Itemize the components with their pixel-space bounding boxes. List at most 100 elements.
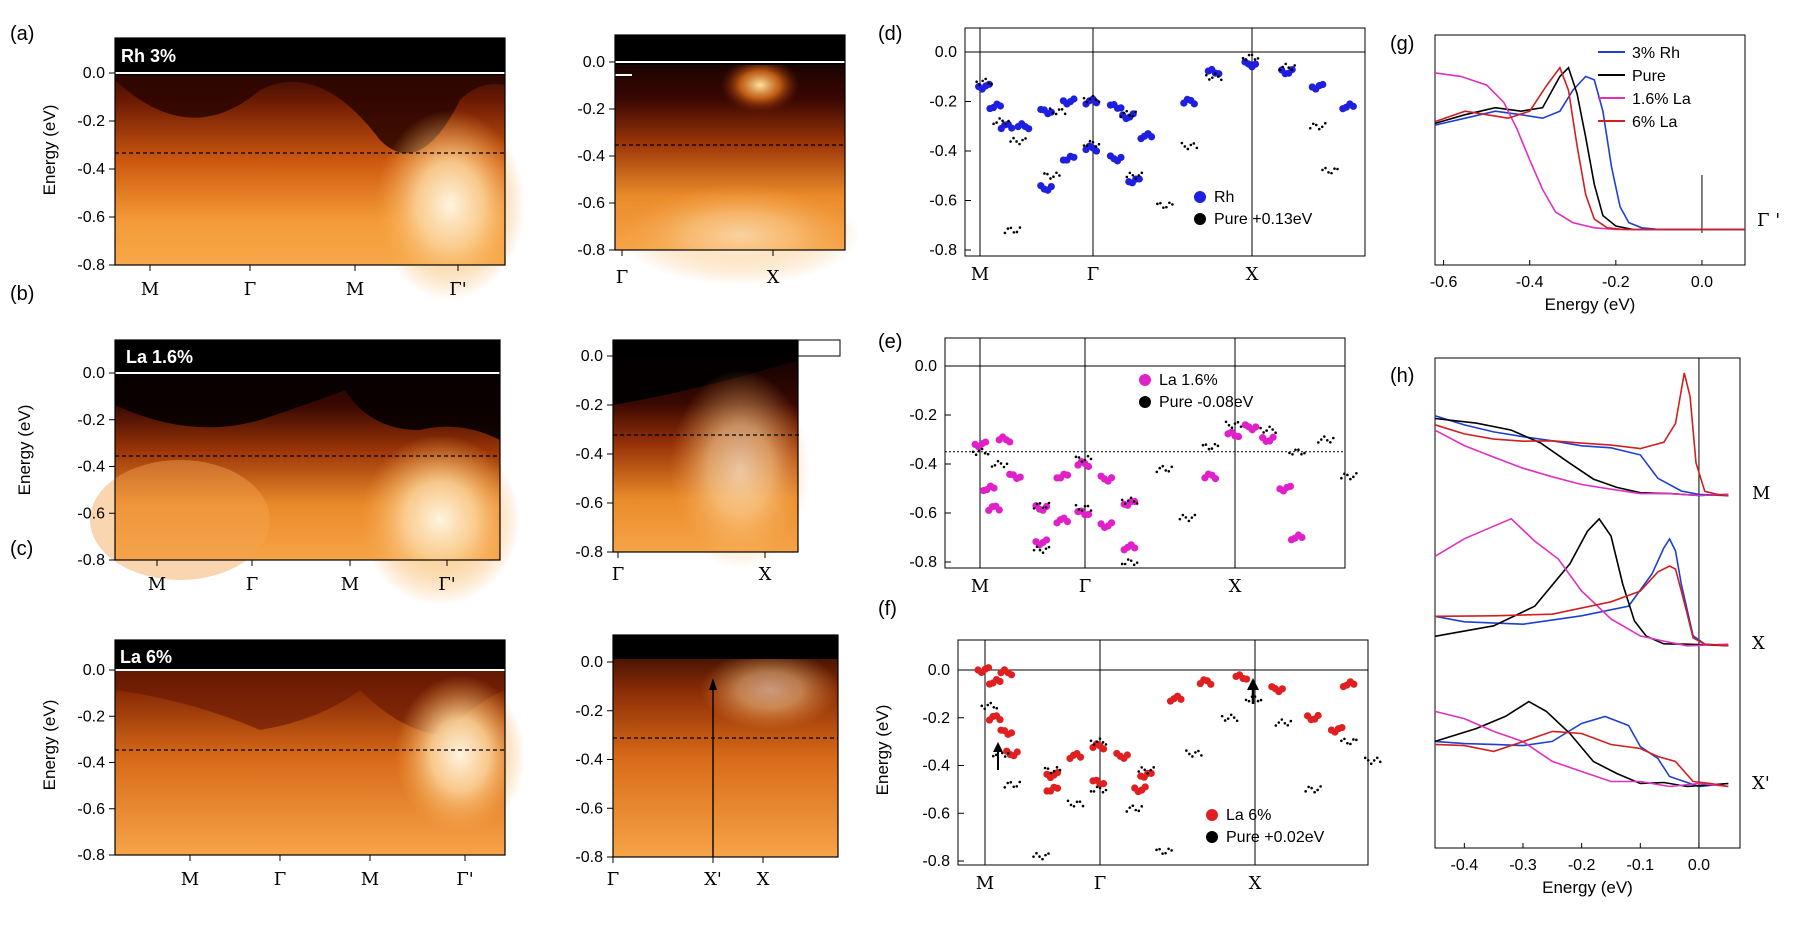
- data-point-e-main: [1211, 475, 1220, 483]
- data-point-d-pure: [1247, 53, 1251, 57]
- data-point-f-pure: [1044, 853, 1047, 857]
- data-point-e-pure: [1080, 460, 1084, 464]
- data-point-f-pure: [1152, 766, 1155, 769]
- data-point-d-pure: [998, 117, 1001, 120]
- data-point-f-pure: [1188, 752, 1191, 756]
- data-point-d-pure: [1180, 141, 1184, 145]
- data-point-f-pure: [1125, 810, 1129, 813]
- xtick-label-c-right: Γ: [607, 869, 620, 890]
- data-point-f-pure: [1191, 755, 1194, 758]
- data-point-d-pure: [1094, 98, 1098, 102]
- data-point-d-pure: [1336, 167, 1339, 171]
- banner-a: [115, 38, 505, 75]
- xlabel-h: Energy (eV): [1542, 878, 1633, 897]
- scatter-e-plot: 0.0 -0.2 -0.4 -0.6 -0.8 M Γ X La 1.6% Pure -0.08e…: [909, 338, 1358, 597]
- xtick-label-g: -0.2: [1602, 274, 1630, 291]
- panel-label-h: (h): [1390, 365, 1414, 387]
- data-point-f-pure: [1081, 804, 1085, 808]
- series-line-h: [1434, 730, 1729, 788]
- heatmap-glow-c-left: [395, 675, 525, 835]
- data-point-f-pure: [1158, 847, 1161, 851]
- ylabel-f: Energy (eV): [873, 705, 892, 796]
- data-point-f-pure: [1340, 739, 1343, 743]
- data-point-e-pure: [1274, 431, 1277, 434]
- heatmap-glow-b-left: [360, 435, 520, 605]
- data-point-d-pure: [1333, 167, 1336, 170]
- data-point-d-pure: [1162, 206, 1165, 209]
- data-point-e-pure: [1077, 456, 1081, 459]
- ytick-label-c-left: -0.2: [77, 708, 105, 725]
- data-point-e-pure: [1038, 548, 1042, 552]
- ytick-label-c-right: -0.6: [575, 800, 603, 817]
- data-point-f-pure: [1058, 768, 1062, 772]
- dark-top-c-right: [613, 635, 838, 659]
- frame-d: [964, 27, 1366, 257]
- data-point-f-pure: [1015, 785, 1019, 788]
- arrow-head-f: [1247, 678, 1259, 690]
- data-point-d-pure: [1015, 230, 1019, 234]
- data-point-d-pure: [1122, 111, 1125, 115]
- heatmap-glow2-b-left: [90, 460, 270, 580]
- panel-h: -0.4 -0.3 -0.2 -0.1 0.0 Energy (eV) M X X': [1434, 357, 1770, 897]
- data-point-e-pure: [1204, 443, 1208, 446]
- data-point-f-pure: [1149, 768, 1152, 772]
- data-point-d-main: [1117, 153, 1125, 162]
- panel-title-c: La 6%: [120, 647, 172, 667]
- xtick-label-c-right: X: [757, 869, 770, 890]
- ytick-label-c-left: -0.8: [77, 847, 105, 864]
- data-point-f-pure: [1319, 785, 1322, 788]
- data-point-d-pure: [1134, 177, 1138, 181]
- data-point-e-pure: [996, 459, 1000, 463]
- data-point-e-pure: [1135, 502, 1139, 505]
- data-point-d-pure: [1049, 177, 1052, 180]
- data-point-e-pure: [1236, 420, 1240, 424]
- panel-e: 0.0 -0.2 -0.4 -0.6 -0.8 M Γ X La 1.6% Pure -0.08e…: [909, 337, 1358, 597]
- data-point-d-pure: [1253, 58, 1257, 61]
- data-point-f-pure: [1078, 800, 1082, 803]
- data-point-f-pure: [1355, 738, 1358, 742]
- data-point-e-pure: [1032, 507, 1036, 510]
- arrow-head-f: [993, 742, 1003, 752]
- ytick-label-a-right: -0.6: [577, 195, 605, 212]
- xtick-label-c-left: M: [181, 869, 199, 890]
- ytick-label-f: 0.0: [928, 662, 950, 679]
- data-point-e-pure: [1005, 462, 1009, 466]
- data-point-e-pure: [1190, 516, 1194, 519]
- data-point-e-pure: [977, 449, 981, 453]
- data-point-d-main: [1047, 182, 1055, 191]
- data-point-d-pure: [1256, 57, 1260, 60]
- data-point-f-pure: [1197, 749, 1200, 753]
- ytick-label-b-left: 0.0: [83, 365, 105, 382]
- data-point-d-pure: [1311, 122, 1315, 126]
- data-point-e-pure: [1041, 506, 1045, 510]
- data-point-d-pure: [1281, 65, 1284, 69]
- frame-c-right: [612, 634, 839, 858]
- data-point-d-main: [1215, 70, 1223, 78]
- data-point-f-pure: [1185, 749, 1188, 752]
- data-point-e-pure: [1089, 509, 1093, 512]
- xtick-label-f: M: [976, 873, 994, 894]
- data-point-f-pure: [1304, 790, 1307, 793]
- legend-marker-d: [1194, 191, 1206, 203]
- data-point-e-main: [1107, 519, 1116, 527]
- data-point-d-main: [1190, 100, 1198, 108]
- data-point-f-pure: [1226, 717, 1230, 720]
- data-point-d-pure: [1015, 140, 1018, 143]
- data-point-d-pure: [1009, 140, 1012, 143]
- xtick-label-b-right: X: [759, 564, 772, 585]
- panel-f: 0.0-0.2-0.4-0.6-0.8M Γ XLa 6%Pure +0.02eV …: [873, 639, 1382, 894]
- data-point-d-pure: [1244, 58, 1248, 61]
- data-point-f-pure: [1283, 721, 1287, 725]
- data-point-f-pure: [1155, 848, 1158, 852]
- data-point-d-pure: [1082, 144, 1086, 147]
- ytick-label-d: -0.8: [929, 242, 957, 259]
- scatter-f-plot: 0.0 -0.2 -0.4 -0.6 -0.8 M Γ X La 6% Pure +0.02eV: [922, 640, 1382, 894]
- data-point-e-pure: [1135, 561, 1139, 564]
- xtick-label-e: Γ: [1079, 576, 1092, 597]
- data-point-f-pure: [1289, 719, 1293, 723]
- ytick-label-e: -0.6: [909, 505, 937, 522]
- data-point-e-main: [1131, 544, 1139, 552]
- data-point-e-main: [1252, 423, 1260, 431]
- data-point-d-pure: [1241, 56, 1245, 60]
- data-point-f-pure: [994, 753, 998, 757]
